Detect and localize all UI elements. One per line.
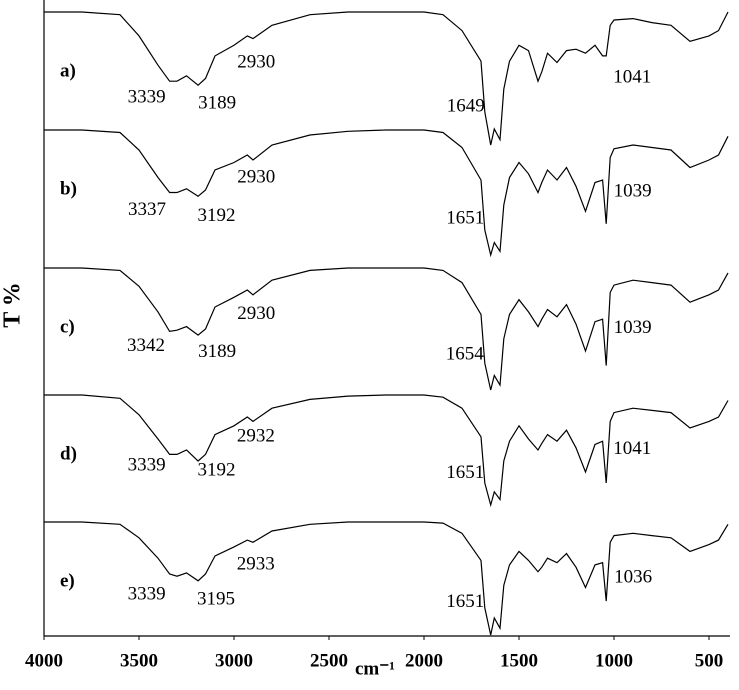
x-tick-label: 3500 [120, 650, 158, 671]
x-tick-label: 1000 [595, 650, 633, 671]
peak-label: 3339 [128, 454, 166, 475]
series-label: d) [60, 443, 77, 464]
peak-label: 1649 [447, 95, 485, 116]
x-tick-label: 3000 [215, 650, 253, 671]
spectrum-line [44, 11, 729, 146]
series-label: a) [60, 60, 76, 81]
peak-label: 3189 [198, 341, 236, 362]
peak-label: 1041 [613, 438, 651, 459]
x-axis-label: cm⁻¹ [355, 658, 395, 679]
series-label: b) [60, 178, 77, 199]
peak-label: 3337 [128, 199, 166, 220]
peak-label: 1039 [614, 317, 652, 338]
spectrum-line [44, 521, 729, 636]
spectrum-line [44, 129, 729, 258]
x-tick-label: 500 [695, 650, 724, 671]
peak-label: 3192 [198, 459, 236, 480]
peak-label: 1654 [446, 344, 485, 365]
spectrum-line [44, 394, 729, 508]
x-tick-label: 2500 [310, 650, 348, 671]
peak-label: 1036 [614, 566, 652, 587]
peak-label: 3192 [198, 205, 236, 226]
y-axis-label: T % [0, 282, 26, 328]
peak-label: 2933 [237, 554, 275, 575]
spectrum-line [44, 267, 729, 391]
peak-label: 1651 [446, 208, 484, 229]
peak-label: 3339 [128, 86, 166, 107]
x-tick-label: 1500 [500, 650, 538, 671]
peak-label: 1039 [614, 180, 652, 201]
series-label: e) [60, 570, 75, 591]
peak-label: 2930 [237, 51, 275, 72]
peak-label: 1651 [446, 462, 484, 483]
peak-label: 2932 [237, 426, 275, 447]
peak-label: 1651 [446, 591, 484, 612]
x-tick-label: 2000 [405, 650, 443, 671]
peak-label: 3195 [197, 589, 235, 610]
peak-label: 3189 [198, 92, 236, 113]
series-label: c) [60, 316, 75, 337]
peak-label: 3342 [127, 335, 165, 356]
peak-label: 1041 [613, 66, 651, 87]
peak-label: 2930 [237, 166, 275, 187]
peak-label: 3339 [128, 583, 166, 604]
peak-label: 2930 [237, 303, 275, 324]
x-tick-label: 4000 [25, 650, 63, 671]
